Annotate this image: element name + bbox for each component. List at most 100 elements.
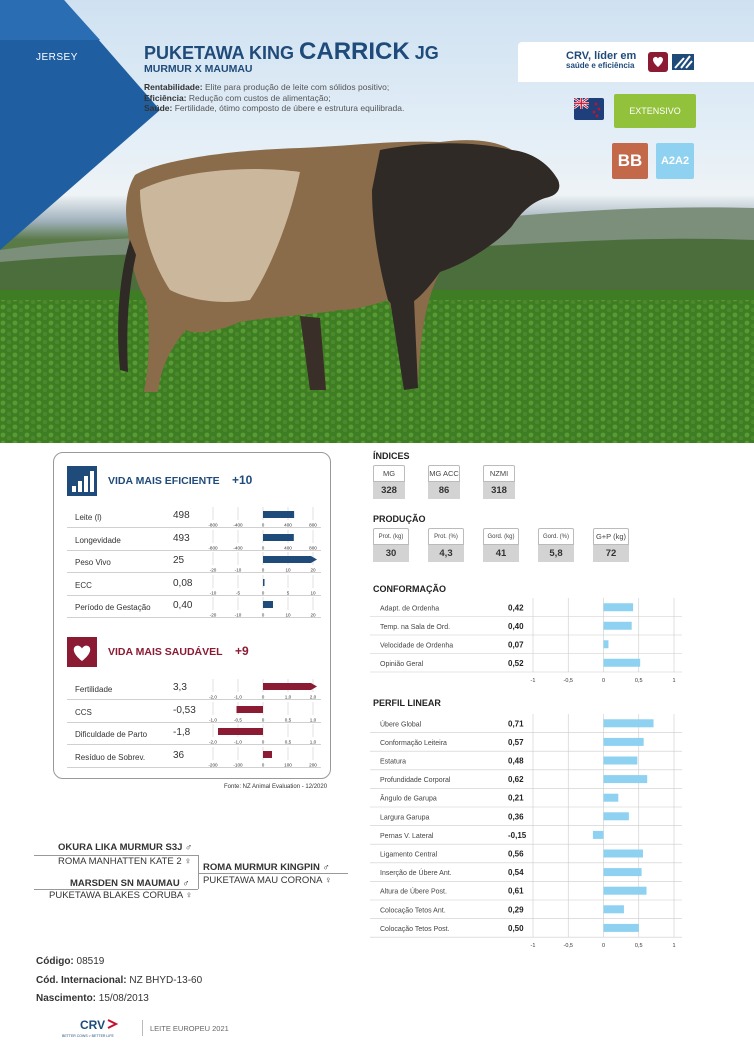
beta-casein-badge: A2A2 [656,143,694,179]
tick-label: 0,5 [635,678,643,684]
section-title-efficient: VIDA MAIS EFICIENTE [108,475,220,487]
section-score-healthy: +9 [235,644,249,658]
index-value: 5,8 [538,545,574,562]
trait-value: 493 [173,532,190,544]
index-box: MG ACC 86 [428,465,460,499]
trait-row: Longevidade 493 -800 -400 0 400 800 [67,529,321,551]
trait-value: 36 [173,749,185,761]
desc-label: Eficiência: [144,92,187,103]
tick-label: 0 [262,545,265,550]
bar [603,756,638,765]
trait-bar [218,728,263,735]
category-label: Pernas V. Lateral [380,833,434,840]
tick-label: 800 [309,545,317,550]
trait-bar [263,533,294,541]
value-label: 0,48 [508,757,524,766]
heart-icon [67,637,97,667]
trait-label: Dificuldade de Parto [75,730,148,739]
int-label: Cód. Internacional: [36,975,127,986]
tick-label: -0,5 [564,943,573,949]
bar [603,621,632,630]
index-value: 30 [373,545,409,562]
tick-label: -2,0 [209,740,217,745]
bar [603,603,634,612]
trait-mini-chart: -800 -400 0 400 800 [208,507,317,528]
bar [603,737,644,746]
tick-label: -100 [233,762,243,767]
source-note: Fonte: NZ Animal Evaluation - 12/2020 [224,784,328,790]
tick-label: 400 [284,523,292,528]
nasc-label: Nascimento: [36,993,97,1004]
tick-label: 0,5 [285,740,292,745]
desc-text: Redução com custos de alimentação; [188,92,331,103]
index-box: Prot. (kg) 30 [373,528,409,562]
trait-label: Fertilidade [75,685,113,694]
trait-mini-chart: -20 -10 0 10 20 [210,597,316,618]
bar [603,923,639,932]
index-box: Prot. (%) 4,3 [428,528,464,562]
bar [603,849,643,858]
trait-mini-chart: -2,0 -1,0 0 0,5 1,0 [209,724,317,745]
pedigree-dam-sire: MARSDEN SN MAUMAU ♂ [70,878,190,889]
perfil-title: PERFIL LINEAR [373,698,441,708]
pedigree-name: PUKETAWA BLAKES CORUBA [49,890,183,901]
desc-text: Fertilidade, ótimo composto de úbere e e… [174,103,405,113]
pedigree-sire-dam: ROMA MANHATTEN KATE 2 ♀ [58,856,191,867]
trait-value: 0,40 [173,600,193,611]
index-box: MG 328 [373,465,405,499]
slogan-sub: saúde e eficiência [566,61,635,70]
bull-description: Rentabilidade: Elite para produção de le… [144,82,404,114]
trait-value: -0,53 [173,704,196,716]
tick-label: -1 [531,678,536,684]
tick-label: 0 [262,762,265,767]
codigo-value: 08519 [76,956,105,967]
name-suffix: JG [414,43,439,63]
female-icon: ♀ [184,856,192,867]
value-label: 0,52 [508,659,524,668]
value-label: 0,42 [508,603,524,612]
index-value: 4,3 [428,545,464,562]
index-value: 318 [483,482,515,499]
nascimento: Nascimento: 15/08/2013 [36,993,149,1004]
trait-row: Fertilidade 3,3 -2,0 -1,0 0 1,0 2,0 [67,679,321,700]
tick-label: 1 [672,678,675,684]
desc-text: Elite para produção de leite com sólidos… [204,82,390,92]
perfil-linear-chart: -1 -0,5 0 0,5 1 Úbere Global 0,71 Conformação L… [370,714,682,949]
index-label: MG ACC [428,465,460,482]
trait-bar [263,511,295,518]
category-label: Largura Garupa [380,814,430,821]
bar [603,812,629,821]
codigo-label: Código: [36,956,74,967]
value-label: 0,50 [508,924,524,933]
section-score-efficient: +10 [232,473,253,487]
index-label: NZMI [483,465,515,482]
trait-row: Dificuldade de Parto -1,8 -2,0 -1,0 0 0,5 1,0 [67,724,321,745]
trait-row: Período de Gestação 0,40 -20 -10 0 10 20 [67,597,321,618]
index-label: Prot. (kg) [373,528,409,545]
tick-label: -800 [208,523,218,528]
trait-label: Período de Gestação [75,603,151,612]
category-label: Inserção de Úbere Ant. [380,868,452,877]
indices-title: ÍNDICES [373,451,410,461]
footer-divider [142,1020,143,1036]
category-label: Colocação Tetos Ant. [380,907,446,914]
tick-label: -1 [531,943,536,949]
tick-label: 0,5 [635,943,643,949]
tick-label: 0 [262,523,265,528]
value-label: 0,71 [508,719,524,728]
tick-label: 1,0 [310,717,317,722]
footer-text: LEITE EUROPEU 2021 [150,1024,229,1033]
trait-value: 3,3 [173,682,187,693]
category-label: Ângulo de Garupa [380,794,437,803]
kappa-casein-badge: BB [612,143,648,179]
nz-flag-icon [574,98,604,120]
trait-bar [263,683,317,690]
tick-label: 0 [262,695,265,700]
trait-bar [236,705,263,713]
index-label: G+P (kg) [593,528,629,545]
category-label: Velocidade de Ordenha [380,642,453,649]
tick-label: -10 [235,568,242,573]
tick-label: 0 [262,568,265,573]
tick-label: -1,0 [209,717,217,722]
trait-mini-chart: -10 -5 0 5 10 [210,574,316,595]
